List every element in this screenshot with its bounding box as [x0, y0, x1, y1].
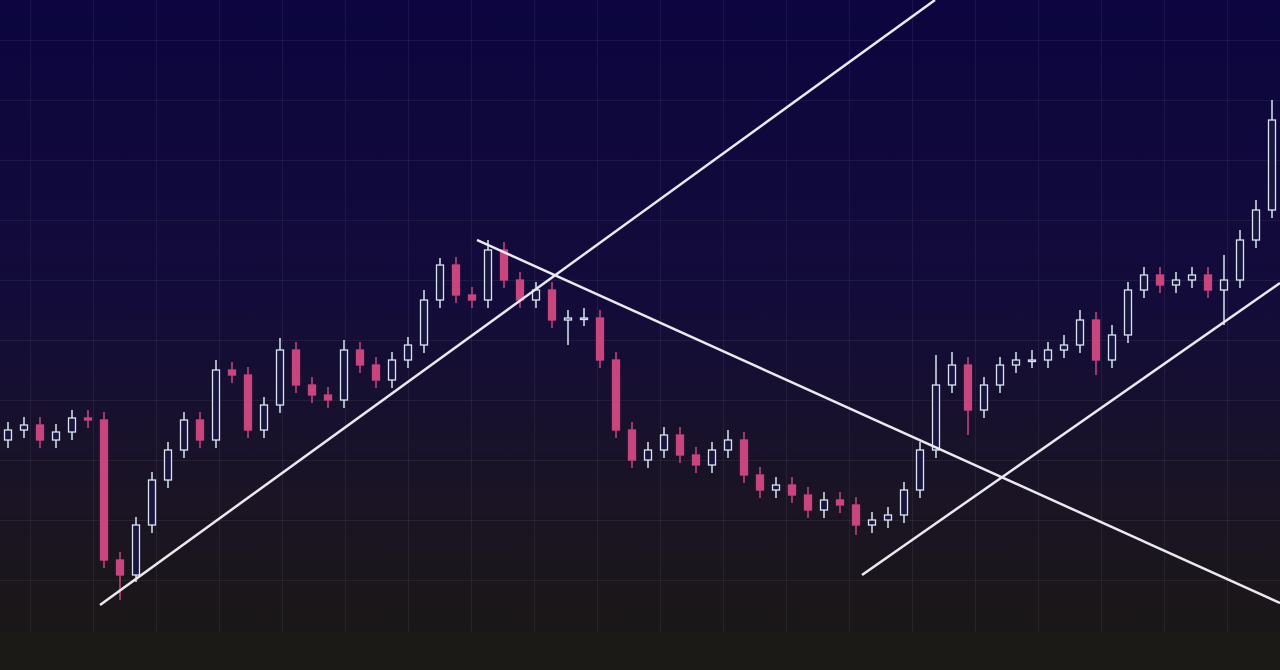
candle-body	[35, 424, 45, 441]
candle-body	[419, 299, 429, 346]
candle-body	[1139, 274, 1149, 291]
candle-body	[1091, 319, 1101, 361]
candle-body	[1187, 274, 1197, 281]
candle-body	[355, 349, 365, 366]
candle-body	[947, 364, 957, 386]
candle-body	[3, 429, 13, 441]
candle-body	[595, 317, 605, 361]
candle-body	[627, 429, 637, 461]
candle-body	[1155, 274, 1165, 286]
candle-body	[995, 364, 1005, 386]
candle-body	[1011, 359, 1021, 366]
candle-body	[1027, 359, 1037, 363]
candle-body	[291, 349, 301, 386]
candle-body	[819, 499, 829, 511]
candle-body	[195, 419, 205, 441]
candle-body	[163, 449, 173, 481]
candle-body	[499, 249, 509, 281]
candle-body	[547, 289, 557, 321]
candle-body	[1043, 349, 1053, 361]
candle-body	[259, 404, 269, 431]
candle-body	[707, 449, 717, 466]
candle-body	[979, 384, 989, 411]
candle-body	[579, 317, 589, 321]
candle-body	[467, 294, 477, 301]
candle-body	[691, 454, 701, 466]
candle-body	[723, 439, 733, 451]
candle-body	[387, 359, 397, 381]
candle-body	[1107, 334, 1117, 361]
grid-background	[0, 0, 1280, 632]
candle-body	[963, 364, 973, 411]
trendline	[99, 0, 936, 607]
candle-body	[755, 474, 765, 491]
candle-body	[99, 419, 109, 561]
candle-body	[931, 384, 941, 451]
candle-body	[899, 489, 909, 516]
candles	[3, 100, 1277, 600]
candle-body	[51, 431, 61, 441]
candle-body	[835, 499, 845, 506]
candle-body	[883, 514, 893, 521]
candle-body	[435, 264, 445, 301]
candle-body	[1171, 279, 1181, 286]
candle-body	[67, 417, 77, 433]
candle-body	[179, 419, 189, 451]
candle-body	[115, 559, 125, 576]
candle-body	[675, 434, 685, 456]
candle-body	[323, 394, 333, 401]
candle-body	[643, 449, 653, 461]
candle-body	[147, 479, 157, 526]
candle-body	[851, 504, 861, 526]
candle-body	[1075, 319, 1085, 346]
candle-body	[243, 374, 253, 431]
candle-body	[611, 359, 621, 431]
candle-body	[563, 317, 573, 321]
trendline	[476, 238, 1280, 605]
candle-body	[1267, 119, 1277, 211]
candle-body	[275, 349, 285, 406]
candle-body	[915, 449, 925, 491]
candle-body	[515, 279, 525, 301]
candle-body	[771, 484, 781, 491]
candle-body	[659, 434, 669, 451]
candle-body	[307, 384, 317, 396]
candle-body	[211, 369, 221, 441]
candle-body	[1203, 274, 1213, 291]
candle-body	[371, 364, 381, 381]
candle-body	[1251, 209, 1261, 241]
candle-body	[451, 264, 461, 296]
candle-body	[227, 369, 237, 376]
candle-body	[403, 344, 413, 361]
bottom-strip	[0, 632, 1280, 670]
candle-body	[483, 249, 493, 301]
candle-body	[787, 484, 797, 496]
candle-body	[1235, 239, 1245, 281]
trendlines	[99, 0, 1280, 607]
candle-body	[1123, 289, 1133, 336]
candle-body	[19, 424, 29, 431]
candle-body	[803, 494, 813, 511]
candle-body	[1059, 344, 1069, 351]
candle-body	[867, 519, 877, 526]
candle-body	[339, 349, 349, 401]
trendline	[861, 281, 1280, 577]
candle-body	[739, 439, 749, 476]
candle-body	[1219, 279, 1229, 291]
candle-body	[83, 417, 93, 421]
candle-body	[131, 524, 141, 576]
